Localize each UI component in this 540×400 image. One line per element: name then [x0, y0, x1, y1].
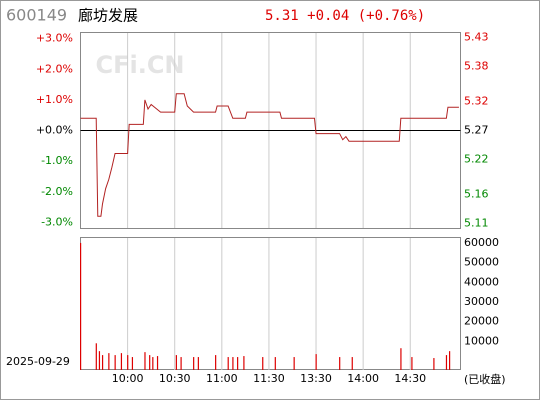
- price-line: [80, 93, 459, 217]
- volume-bar: [131, 357, 134, 370]
- x-tick-label: 14:30: [394, 372, 426, 385]
- volume-bar: [227, 357, 229, 370]
- x-tick-label: 14:00: [347, 372, 379, 385]
- y-tick-label: 60000: [464, 236, 499, 249]
- y-tick-label: +2.0%: [36, 62, 73, 75]
- y-tick-label: 40000: [464, 275, 499, 288]
- y2-tick-label: 5.16: [464, 187, 489, 200]
- x-tick-label: 13:30: [300, 372, 332, 385]
- volume-bar: [120, 353, 123, 370]
- x-tick-label: 11:00: [206, 372, 238, 385]
- volume-bar: [351, 357, 353, 370]
- volume-bar: [175, 355, 177, 370]
- volume-bar: [243, 356, 245, 370]
- volume-bar: [101, 355, 104, 370]
- y-tick-label: 10000: [464, 334, 499, 347]
- volume-bar: [80, 242, 82, 370]
- stock-code: 600149: [6, 6, 67, 25]
- y-tick-label: -2.0%: [41, 185, 73, 198]
- volume-bar: [215, 355, 217, 370]
- volume-bar: [149, 355, 151, 370]
- volume-bar: [156, 356, 159, 370]
- volume-bar: [127, 355, 129, 370]
- y-tick-label: -3.0%: [41, 215, 73, 228]
- volume-bar: [232, 357, 234, 370]
- volume-bar: [152, 357, 154, 370]
- volume-bar: [274, 357, 276, 370]
- volume-bar: [445, 355, 448, 370]
- volume-bar: [114, 355, 116, 370]
- stock-name: 廊坊发展: [78, 7, 138, 25]
- y2-tick-label: 5.11: [464, 216, 489, 229]
- y-tick-label: 30000: [464, 295, 499, 308]
- y2-tick-label: 5.32: [464, 95, 489, 108]
- volume-bar: [95, 343, 97, 370]
- volume-bar: [315, 354, 317, 370]
- volume-bar: [339, 357, 341, 370]
- x-tick-label: 11:30: [253, 372, 285, 385]
- volume-bar: [262, 357, 264, 370]
- volume-bar: [180, 357, 182, 370]
- y-tick-label: +1.0%: [36, 93, 73, 106]
- volume-bar: [193, 357, 195, 370]
- volume-bar: [237, 357, 239, 370]
- volume-bar: [411, 357, 413, 370]
- y2-tick-label: 5.22: [464, 152, 489, 165]
- volume-bar: [400, 348, 402, 370]
- y-tick-label: +3.0%: [36, 32, 73, 45]
- y2-tick-label: 5.38: [464, 60, 489, 73]
- x-tick-label: 10:30: [159, 372, 191, 385]
- y-tick-label: 50000: [464, 256, 499, 269]
- volume-bar: [98, 351, 101, 370]
- watermark: CFi.CN: [95, 51, 184, 79]
- y2-tick-label: 5.27: [464, 124, 489, 137]
- y-tick-label: 20000: [464, 315, 499, 328]
- volume-bar: [433, 358, 435, 370]
- y-tick-label: +0.0%: [36, 124, 73, 137]
- volume-bar: [108, 353, 110, 370]
- volume-bar: [144, 352, 146, 370]
- y-tick-label: -1.0%: [41, 154, 73, 167]
- volume-bar: [449, 351, 451, 370]
- quote: 5.31 +0.04 (+0.76%): [265, 8, 425, 24]
- x-tick-label: 10:00: [112, 372, 144, 385]
- status-label: (已收盘): [464, 372, 506, 386]
- date-label: 2025-09-29: [6, 355, 70, 368]
- volume-bar: [293, 357, 295, 370]
- volume-bar: [197, 357, 199, 370]
- y2-tick-label: 5.43: [464, 31, 489, 44]
